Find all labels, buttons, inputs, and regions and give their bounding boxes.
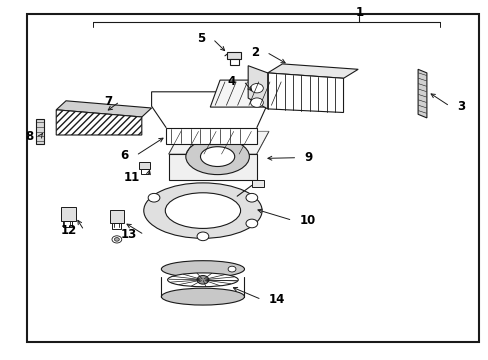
- Ellipse shape: [167, 273, 238, 287]
- Bar: [251, 180, 264, 187]
- Circle shape: [227, 266, 235, 272]
- Text: 7: 7: [104, 95, 112, 108]
- Bar: [227, 52, 241, 59]
- Text: 1: 1: [355, 6, 363, 19]
- Bar: [229, 59, 238, 65]
- Circle shape: [245, 193, 257, 202]
- Text: 14: 14: [268, 293, 285, 306]
- Polygon shape: [56, 101, 151, 117]
- Ellipse shape: [161, 261, 244, 278]
- Circle shape: [245, 219, 257, 228]
- Text: 12: 12: [61, 224, 77, 237]
- Polygon shape: [417, 69, 426, 118]
- Circle shape: [250, 84, 263, 93]
- Ellipse shape: [200, 147, 234, 166]
- Polygon shape: [168, 154, 256, 180]
- Ellipse shape: [143, 183, 262, 238]
- Polygon shape: [267, 64, 357, 78]
- Polygon shape: [210, 80, 288, 107]
- Circle shape: [197, 232, 208, 241]
- Bar: [61, 207, 76, 221]
- Bar: [139, 162, 150, 169]
- Text: 10: 10: [299, 214, 315, 227]
- Ellipse shape: [161, 288, 244, 305]
- Circle shape: [148, 193, 160, 202]
- Bar: [110, 210, 123, 223]
- Circle shape: [114, 238, 119, 241]
- Circle shape: [112, 236, 122, 243]
- Text: 6: 6: [120, 149, 128, 162]
- Text: 8: 8: [25, 130, 33, 143]
- Text: 11: 11: [124, 171, 140, 184]
- Text: 2: 2: [250, 46, 259, 59]
- Text: 3: 3: [456, 100, 465, 113]
- Ellipse shape: [185, 139, 249, 175]
- Polygon shape: [247, 66, 267, 109]
- Polygon shape: [168, 131, 268, 154]
- Polygon shape: [56, 110, 142, 135]
- Text: 9: 9: [304, 151, 312, 164]
- Bar: [141, 169, 148, 174]
- Circle shape: [197, 275, 208, 284]
- Bar: [36, 119, 44, 144]
- Text: 4: 4: [227, 75, 236, 87]
- Text: 5: 5: [197, 32, 205, 45]
- Text: 13: 13: [121, 228, 137, 241]
- Ellipse shape: [165, 193, 240, 229]
- Circle shape: [250, 98, 263, 107]
- Bar: [112, 223, 121, 229]
- Polygon shape: [267, 73, 343, 112]
- Bar: [166, 128, 256, 144]
- Bar: [62, 221, 72, 227]
